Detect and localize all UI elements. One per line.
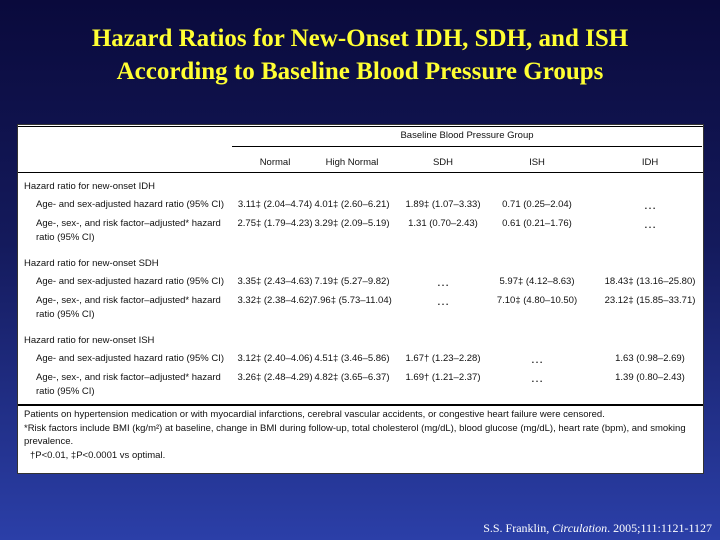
table-cell: 3.11‡ (2.04–4.74) — [237, 199, 313, 210]
column-header: SDH — [432, 157, 454, 168]
row-label: ratio (95% CI) — [36, 386, 95, 397]
footnote-significance: †P<0.01, ‡P<0.0001 vs optimal. — [30, 450, 166, 461]
table-cell: … — [436, 293, 450, 308]
citation-journal: Circulation — [552, 521, 608, 535]
column-header: IDH — [641, 157, 659, 168]
table-cell: … — [643, 216, 657, 231]
table-cell: 7.96‡ (5.73–11.04) — [312, 295, 392, 306]
table-cell: 0.71 (0.25–2.04) — [502, 199, 572, 210]
footnote-risk-factors: *Risk factors include BMI (kg/m²) at bas… — [24, 423, 686, 447]
group-rule — [232, 146, 702, 147]
slide-title: Hazard Ratios for New-Onset IDH, SDH, an… — [0, 22, 720, 88]
row-label: ratio (95% CI) — [36, 232, 95, 243]
citation-author: S.S. Franklin, — [483, 521, 553, 535]
table-cell: … — [530, 351, 544, 366]
column-header: Normal — [259, 157, 291, 168]
title-line-1: Hazard Ratios for New-Onset IDH, SDH, an… — [91, 25, 629, 52]
table-cell: 3.35‡ (2.43–4.63) — [237, 276, 313, 287]
table-cell: 7.10‡ (4.80–10.50) — [496, 295, 578, 306]
table-cell: 3.26‡ (2.48–4.29) — [237, 372, 313, 383]
table-cell: 0.61 (0.21–1.76) — [502, 218, 572, 229]
column-header: ISH — [529, 157, 545, 168]
section-heading: Hazard ratio for new-onset SDH — [24, 258, 159, 269]
row-label: Age- and sex-adjusted hazard ratio (95% … — [36, 199, 224, 210]
column-header: High Normal — [325, 157, 379, 168]
table-cell: 4.51‡ (3.46–5.86) — [314, 353, 390, 364]
table-cell: 23.12‡ (15.85–33.71) — [604, 295, 696, 306]
table-cell: 3.12‡ (2.40–4.06) — [237, 353, 313, 364]
row-label: ratio (95% CI) — [36, 309, 95, 320]
table-cell: 1.31 (0.70–2.43) — [408, 218, 478, 229]
section-heading: Hazard ratio for new-onset ISH — [24, 335, 155, 346]
table-cell: 4.82‡ (3.65–6.37) — [314, 372, 390, 383]
table-cell: 1.63 (0.98–2.69) — [615, 353, 685, 364]
table-cell: 1.69† (1.21–2.37) — [405, 372, 481, 383]
row-label: Age-, sex-, and risk factor–adjusted* ha… — [36, 218, 221, 229]
row-label: Age- and sex-adjusted hazard ratio (95% … — [36, 353, 224, 364]
table-cell: 18.43‡ (13.16–25.80) — [604, 276, 696, 287]
table-cell: 7.19‡ (5.27–9.82) — [314, 276, 390, 287]
table-cell: … — [530, 370, 544, 385]
group-header: Baseline Blood Pressure Group — [400, 130, 534, 141]
title-line-2: According to Baseline Blood Pressure Gro… — [116, 58, 604, 85]
table-cell: 5.97‡ (4.12–8.63) — [499, 276, 575, 287]
row-label: Age- and sex-adjusted hazard ratio (95% … — [36, 276, 224, 287]
table-cell: 3.29‡ (2.09–5.19) — [314, 218, 390, 229]
table-cell: … — [436, 274, 450, 289]
row-label: Age-, sex-, and risk factor–adjusted* ha… — [36, 295, 221, 306]
table-cell: 3.32‡ (2.38–4.62) — [237, 295, 313, 306]
table-cell: … — [643, 197, 657, 212]
row-label: Age-, sex-, and risk factor–adjusted* ha… — [36, 372, 221, 383]
citation: S.S. Franklin, Circulation. 2005;111:112… — [483, 521, 712, 536]
hazard-ratio-table: Baseline Blood Pressure Group Normal High… — [17, 124, 704, 474]
table-cell: 1.39 (0.80–2.43) — [615, 372, 685, 383]
table-cell: 1.67† (1.23–2.28) — [405, 353, 481, 364]
citation-ref: . 2005;111:1121-1127 — [607, 521, 712, 535]
table-cell: 1.89‡ (1.07–3.33) — [405, 199, 481, 210]
footnote-censored: Patients on hypertension medication or w… — [24, 409, 605, 420]
table-cell: 2.75‡ (1.79–4.23) — [237, 218, 313, 229]
header-rule — [18, 172, 703, 173]
section-heading: Hazard ratio for new-onset IDH — [24, 181, 155, 192]
top-rule — [18, 126, 703, 127]
table-cell: 4.01‡ (2.60–6.21) — [314, 199, 390, 210]
bottom-rule — [18, 404, 703, 406]
